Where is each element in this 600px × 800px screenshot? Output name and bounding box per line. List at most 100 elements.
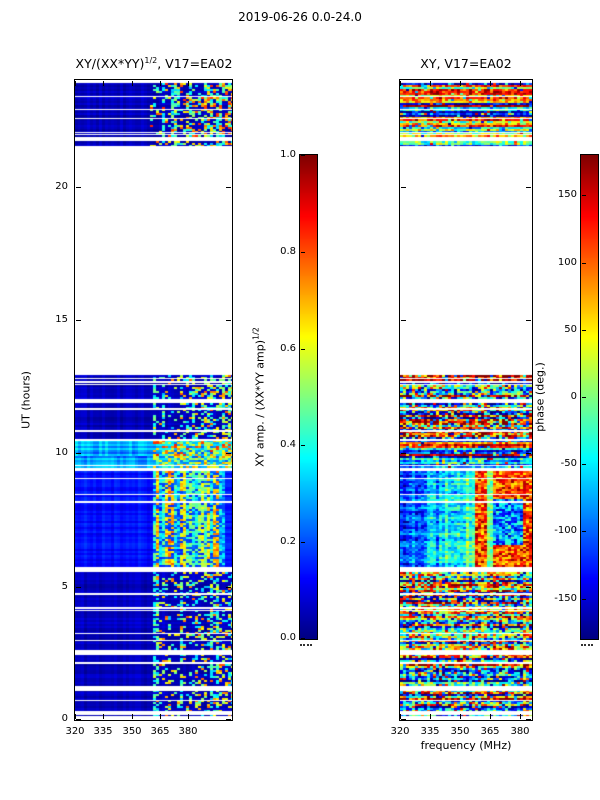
y-tick-mark — [526, 587, 531, 588]
x-tick-mark — [103, 714, 104, 719]
left-heatmap-canvas — [75, 80, 232, 720]
colorbar-tick-mark — [582, 263, 586, 264]
y-tick-mark — [401, 587, 406, 588]
y-tick-label: 15 — [55, 314, 68, 325]
left-panel-title: XY/(XX*YY)1/2, V17=EA02 — [76, 56, 233, 71]
y-tick-mark — [76, 719, 81, 720]
x-tick-label: 380 — [178, 726, 198, 737]
x-tick-label: 350 — [450, 726, 470, 737]
x-tick-mark — [520, 81, 521, 86]
y-tick-mark — [526, 453, 531, 454]
y-tick-mark — [226, 320, 231, 321]
colorbar-tick-mark — [301, 445, 305, 446]
phase-colorbar-extend-dots — [581, 644, 593, 646]
x-tick-mark — [160, 81, 161, 86]
x-tick-mark — [132, 714, 133, 719]
colorbar-tick-mark — [301, 638, 305, 639]
x-tick-mark — [430, 714, 431, 719]
amp-colorbar — [299, 154, 318, 640]
figure-title: 2019-06-26 0.0-24.0 — [238, 10, 362, 24]
x-tick-mark — [75, 81, 76, 86]
right-heatmap-canvas — [400, 80, 532, 720]
colorbar-tick-label: 0.6 — [280, 343, 296, 354]
x-tick-label: 320 — [65, 726, 85, 737]
y-tick-mark — [226, 453, 231, 454]
x-tick-mark — [400, 81, 401, 86]
y-tick-label: 10 — [55, 447, 68, 458]
colorbar-tick-mark — [301, 155, 305, 156]
x-tick-label: 335 — [420, 726, 440, 737]
colorbar-tick-label: 50 — [564, 324, 577, 335]
x-tick-mark — [188, 714, 189, 719]
y-tick-label: 0 — [61, 713, 68, 724]
colorbar-tick-mark — [301, 349, 305, 350]
colorbar-tick-mark — [582, 599, 586, 600]
colorbar-tick-label: -100 — [554, 525, 577, 536]
colorbar-tick-label: 1.0 — [280, 149, 296, 160]
y-tick-mark — [526, 187, 531, 188]
y-tick-mark — [76, 453, 81, 454]
phase-colorbar — [580, 154, 599, 640]
y-tick-mark — [76, 187, 81, 188]
amp-colorbar-extend-dots — [300, 644, 312, 646]
left-panel-title-base: XY/(XX*YY) — [75, 56, 145, 72]
x-tick-mark — [460, 81, 461, 86]
colorbar-tick-mark — [301, 542, 305, 543]
x-tick-mark — [188, 81, 189, 86]
left-panel-title-rest: , V17=EA02 — [157, 56, 233, 72]
x-tick-mark — [430, 81, 431, 86]
colorbar-tick-mark — [582, 531, 586, 532]
phase-colorbar-canvas — [581, 155, 598, 639]
amp-colorbar-canvas — [300, 155, 317, 639]
colorbar-tick-mark — [301, 252, 305, 253]
x-tick-label: 350 — [122, 726, 142, 737]
y-tick-mark — [76, 320, 81, 321]
left-heatmap-axes — [74, 79, 233, 721]
colorbar-tick-mark — [582, 195, 586, 196]
x-tick-mark — [75, 714, 76, 719]
x-tick-mark — [520, 714, 521, 719]
right-panel-title: XY, V17=EA02 — [420, 56, 511, 71]
x-axis-label: frequency (MHz) — [420, 739, 512, 752]
colorbar-tick-label: 0.8 — [280, 246, 296, 257]
x-tick-label: 380 — [510, 726, 530, 737]
y-tick-mark — [226, 719, 231, 720]
x-tick-label: 365 — [150, 726, 170, 737]
colorbar-tick-label: 0.2 — [280, 536, 296, 547]
right-heatmap-axes — [399, 79, 533, 721]
amp-colorbar-label-sup: 1/2 — [251, 327, 261, 340]
y-tick-mark — [401, 187, 406, 188]
x-tick-mark — [490, 81, 491, 86]
colorbar-tick-mark — [582, 464, 586, 465]
x-tick-label: 320 — [390, 726, 410, 737]
colorbar-tick-label: 0.0 — [280, 632, 296, 643]
y-tick-mark — [526, 320, 531, 321]
y-tick-mark — [226, 587, 231, 588]
x-tick-mark — [460, 714, 461, 719]
y-tick-mark — [226, 187, 231, 188]
x-tick-mark — [103, 81, 104, 86]
x-tick-label: 365 — [480, 726, 500, 737]
colorbar-tick-mark — [582, 330, 586, 331]
y-tick-label: 20 — [55, 181, 68, 192]
x-tick-mark — [400, 714, 401, 719]
colorbar-tick-label: -50 — [560, 458, 577, 469]
y-tick-mark — [76, 587, 81, 588]
x-tick-mark — [132, 81, 133, 86]
colorbar-tick-label: -150 — [554, 593, 577, 604]
y-tick-label: 5 — [61, 581, 68, 592]
colorbar-tick-label: 0 — [570, 391, 577, 402]
y-tick-mark — [401, 453, 406, 454]
colorbar-tick-label: 100 — [557, 257, 577, 268]
colorbar-tick-label: 0.4 — [280, 439, 296, 450]
y-tick-mark — [401, 719, 406, 720]
x-tick-mark — [160, 714, 161, 719]
y-tick-mark — [401, 320, 406, 321]
y-tick-mark — [526, 719, 531, 720]
left-panel-title-sup: 1/2 — [144, 56, 158, 65]
y-axis-label: UT (hours) — [19, 371, 33, 429]
colorbar-tick-label: 150 — [557, 189, 577, 200]
right-panel-title-base: XY, V17=EA02 — [420, 56, 512, 71]
colorbar-tick-mark — [582, 397, 586, 398]
